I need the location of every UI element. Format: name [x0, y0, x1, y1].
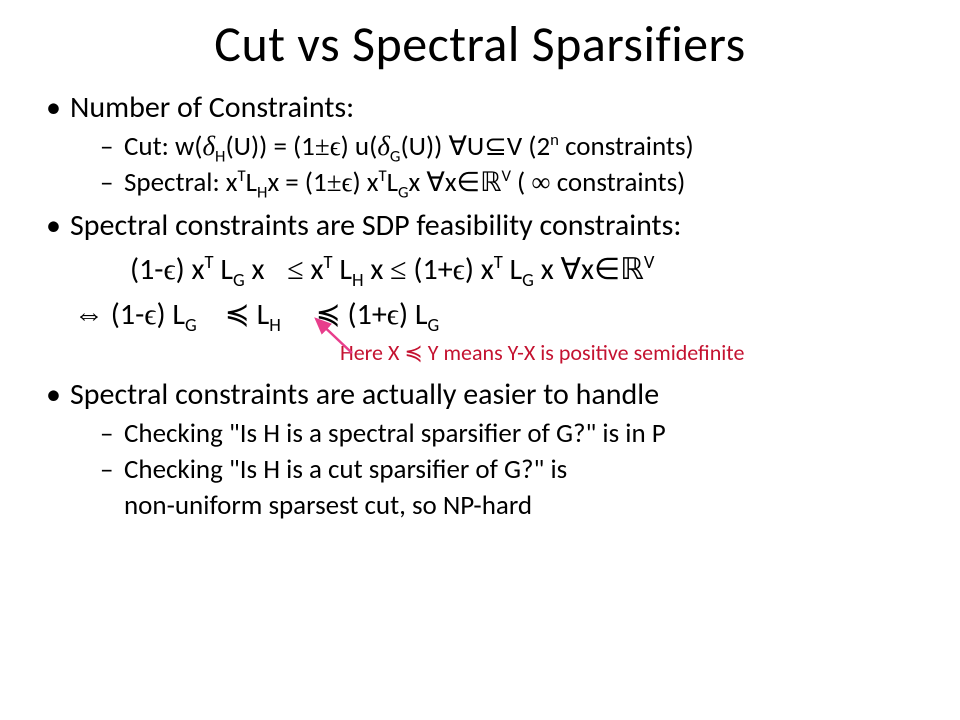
txt: Checking "Is H is a spectral sparsifier …	[124, 417, 666, 450]
sdp-line2: ⇔ (1-ϵ) LG≼ LH ≼ (1+ϵ) LG	[40, 292, 920, 337]
sub-g: G	[390, 147, 401, 167]
txt: (1-	[104, 296, 144, 333]
txt: (1+	[341, 296, 387, 333]
bullet-list-2: Spectral constraints are actually easier…	[40, 376, 920, 523]
forall-icon: ∀	[426, 167, 444, 197]
real-icon: ℝ	[480, 167, 501, 197]
sub-h: H	[257, 182, 267, 202]
b3-sublist: Checking "Is H is a spectral sparsifier …	[70, 416, 920, 523]
txt	[281, 296, 288, 333]
txt: Cut: w(	[124, 130, 202, 163]
eps-icon: ϵ	[330, 131, 341, 161]
forall-icon: ∀	[448, 131, 466, 161]
sub-g: G	[522, 268, 534, 291]
eps-icon: ϵ	[144, 298, 156, 331]
txt: L	[333, 251, 352, 288]
pm-icon: ±	[315, 131, 330, 161]
b1-sublist: Cut: w(δH(U)) = (1±ϵ) u(δG(U)) ∀U⊆V (2n …	[70, 129, 920, 200]
sup-n: n	[550, 130, 559, 150]
pm-icon: ±	[327, 167, 342, 197]
sup-v: V	[501, 166, 511, 186]
txt: (1+	[407, 251, 453, 288]
txt: L	[214, 251, 233, 288]
txt: Spectral: x	[124, 166, 238, 199]
eps-icon: ϵ	[164, 253, 176, 286]
eps-icon: ϵ	[453, 253, 465, 286]
txt: x	[304, 251, 324, 288]
txt: ) x	[352, 166, 378, 199]
b1-spectral: Spectral: xTLHx = (1±ϵ) xTLGx ∀x∈ℝV ( ∞ …	[100, 165, 920, 201]
txt: (U))	[400, 130, 448, 163]
txt: L	[250, 296, 269, 333]
txt: (U)) = (1	[225, 130, 314, 163]
b3-label: Spectral constraints are actually easier…	[70, 376, 659, 413]
txt: x	[245, 251, 272, 288]
preceq-icon: ≼	[316, 298, 341, 331]
txt: non-uniform sparsest cut, so NP-hard	[124, 489, 532, 522]
sup-t: T	[378, 166, 386, 186]
real-icon: ℝ	[620, 253, 644, 286]
iff-icon: ⇔	[74, 298, 104, 331]
inf-icon: ∞	[531, 167, 550, 197]
forall-icon: ∀	[560, 253, 581, 286]
txt: ) x	[176, 251, 205, 288]
note-text: Here X ≼ Y means Y-X is positive semidef…	[340, 339, 744, 366]
sup-t: T	[494, 250, 503, 273]
txt: ) L	[399, 296, 428, 333]
le-icon: ≤	[287, 253, 303, 286]
bullet-easier: Spectral constraints are actually easier…	[40, 376, 920, 523]
txt: L	[387, 166, 398, 199]
slide: Cut vs Spectral Sparsifiers Number of Co…	[0, 0, 960, 720]
in-icon: ∈	[457, 167, 481, 197]
txt: ) x	[465, 251, 494, 288]
b3-s2: Checking "Is H is a cut sparsifier of G?…	[100, 452, 920, 523]
psd-note: Here X ≼ Y means Y-X is positive semidef…	[40, 339, 920, 366]
txt: x = (1	[267, 166, 326, 199]
sub-g: G	[398, 182, 409, 202]
txt: constraints)	[559, 130, 694, 163]
sub-h: H	[215, 147, 225, 167]
sup-t: T	[238, 166, 246, 186]
sub-h: H	[269, 313, 281, 336]
txt: x	[581, 251, 594, 288]
txt: x	[534, 251, 561, 288]
eps-icon: ϵ	[342, 167, 353, 197]
preceq-icon: ≼	[225, 298, 250, 331]
txt: ) u(	[341, 130, 378, 163]
txt: x	[364, 251, 391, 288]
txt: ) L	[156, 296, 185, 333]
sup-t: T	[205, 250, 214, 273]
b1-label: Number of Constraints:	[70, 89, 354, 126]
txt: (1-	[130, 251, 164, 288]
sub-h: H	[352, 268, 364, 291]
delta-icon: δ	[202, 131, 215, 161]
txt: Checking "Is H is a cut sparsifier of G?…	[124, 453, 567, 486]
txt: L	[503, 251, 522, 288]
sup-v: V	[644, 250, 655, 273]
bullet-list: Number of Constraints: Cut: w(δH(U)) = (…	[40, 89, 920, 245]
le-icon: ≤	[390, 253, 406, 286]
txt: x	[409, 166, 427, 199]
slide-title: Cut vs Spectral Sparsifiers	[40, 14, 920, 75]
txt: x	[445, 166, 457, 199]
txt: U⊆V (2	[467, 130, 550, 163]
txt: (	[511, 166, 531, 199]
b1-cut: Cut: w(δH(U)) = (1±ϵ) u(δG(U)) ∀U⊆V (2n …	[100, 129, 920, 165]
sdp-line1: (1-ϵ) xT LG x ≤ xT LH x ≤ (1+ϵ) xT LG x …	[40, 247, 920, 292]
in-icon: ∈	[594, 253, 620, 286]
eps-icon: ϵ	[387, 298, 399, 331]
bullet-sdp: Spectral constraints are SDP feasibility…	[40, 207, 920, 245]
sup-t: T	[324, 250, 333, 273]
bullet-constraints: Number of Constraints: Cut: w(δH(U)) = (…	[40, 89, 920, 201]
txt: constraints)	[551, 166, 686, 199]
sub-g: G	[427, 313, 439, 336]
delta-icon: δ	[377, 131, 390, 161]
txt: L	[246, 166, 257, 199]
sub-g: G	[185, 313, 197, 336]
b3-s1: Checking "Is H is a spectral sparsifier …	[100, 416, 920, 452]
b2-label: Spectral constraints are SDP feasibility…	[70, 207, 681, 244]
sub-g: G	[233, 268, 245, 291]
